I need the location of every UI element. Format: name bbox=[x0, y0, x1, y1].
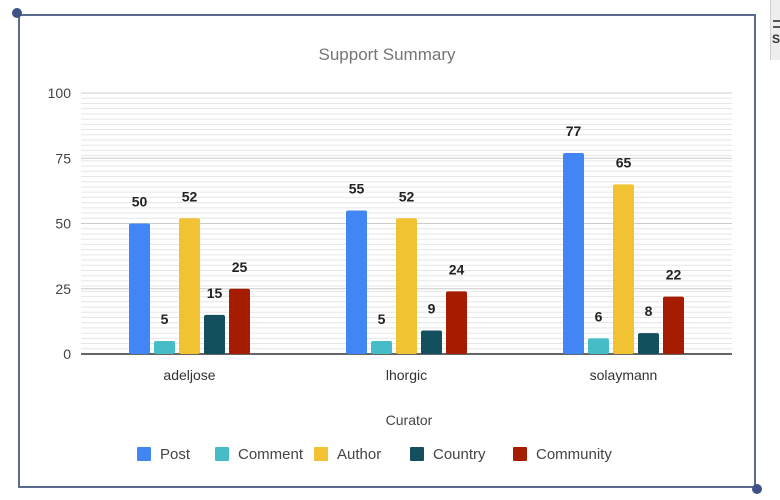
resize-handle-bottom-right[interactable] bbox=[752, 484, 762, 494]
data-label: 8 bbox=[645, 303, 653, 319]
bar-author-solaymann bbox=[613, 184, 634, 354]
legend-label-comment: Comment bbox=[238, 446, 304, 463]
data-label: 5 bbox=[161, 311, 169, 327]
data-label: 22 bbox=[666, 267, 682, 283]
bar-author-adeljose bbox=[179, 218, 200, 354]
legend-swatch-country bbox=[410, 447, 424, 461]
data-label: 9 bbox=[428, 301, 436, 317]
bar-country-lhorgic bbox=[421, 330, 442, 354]
resize-handle-top-left[interactable] bbox=[12, 8, 22, 18]
legend-swatch-community bbox=[513, 447, 527, 461]
data-label: 65 bbox=[616, 154, 632, 170]
bar-post-lhorgic bbox=[346, 210, 367, 354]
x-tick-label: adeljose bbox=[163, 367, 215, 383]
legend-swatch-author bbox=[314, 447, 328, 461]
bar-comment-lhorgic bbox=[371, 340, 392, 354]
legend-swatch-comment bbox=[215, 447, 229, 461]
bar-community-solaymann bbox=[663, 296, 684, 354]
y-tick-label: 25 bbox=[55, 281, 71, 297]
y-tick-label: 0 bbox=[63, 346, 71, 362]
bar-country-solaymann bbox=[638, 333, 659, 354]
chart-title: Support Summary bbox=[319, 45, 456, 64]
bar-post-adeljose bbox=[129, 223, 150, 354]
adjacent-panel-label: S bbox=[772, 32, 780, 46]
y-tick-label: 100 bbox=[48, 85, 72, 101]
y-tick-label: 50 bbox=[55, 216, 71, 232]
bar-chart: Support Summary 0 25 50 75 100 50 5 52 15 25 adeljo… bbox=[48, 45, 732, 463]
data-label: 6 bbox=[595, 308, 603, 324]
data-label: 55 bbox=[349, 180, 365, 196]
x-tick-label: solaymann bbox=[590, 367, 658, 383]
legend-label-post: Post bbox=[160, 446, 191, 463]
data-label: 77 bbox=[566, 123, 582, 139]
data-label: 24 bbox=[449, 261, 465, 277]
x-tick-label: lhorgic bbox=[386, 367, 427, 383]
bar-community-adeljose bbox=[229, 288, 250, 354]
data-label: 15 bbox=[207, 285, 223, 301]
adjacent-panel-edge: S bbox=[770, 0, 780, 60]
data-label: 52 bbox=[182, 188, 198, 204]
x-axis-title: Curator bbox=[386, 412, 433, 428]
bar-comment-solaymann bbox=[588, 338, 609, 354]
y-tick-label: 75 bbox=[55, 150, 71, 166]
bar-country-adeljose bbox=[204, 314, 225, 354]
legend-label-author: Author bbox=[337, 446, 381, 463]
data-label: 52 bbox=[399, 188, 415, 204]
data-label: 50 bbox=[132, 194, 148, 210]
legend-swatch-post bbox=[137, 447, 151, 461]
bar-community-lhorgic bbox=[446, 291, 467, 354]
bar-comment-adeljose bbox=[154, 340, 175, 354]
bar-post-solaymann bbox=[563, 153, 584, 354]
bar-author-lhorgic bbox=[396, 218, 417, 354]
chart-frame[interactable]: Support Summary 0 25 50 75 100 50 5 52 15 25 adeljo… bbox=[18, 14, 756, 488]
data-label: 5 bbox=[378, 311, 386, 327]
legend-label-country: Country bbox=[433, 446, 486, 463]
legend-label-community: Community bbox=[536, 446, 612, 463]
data-label: 25 bbox=[232, 259, 248, 275]
